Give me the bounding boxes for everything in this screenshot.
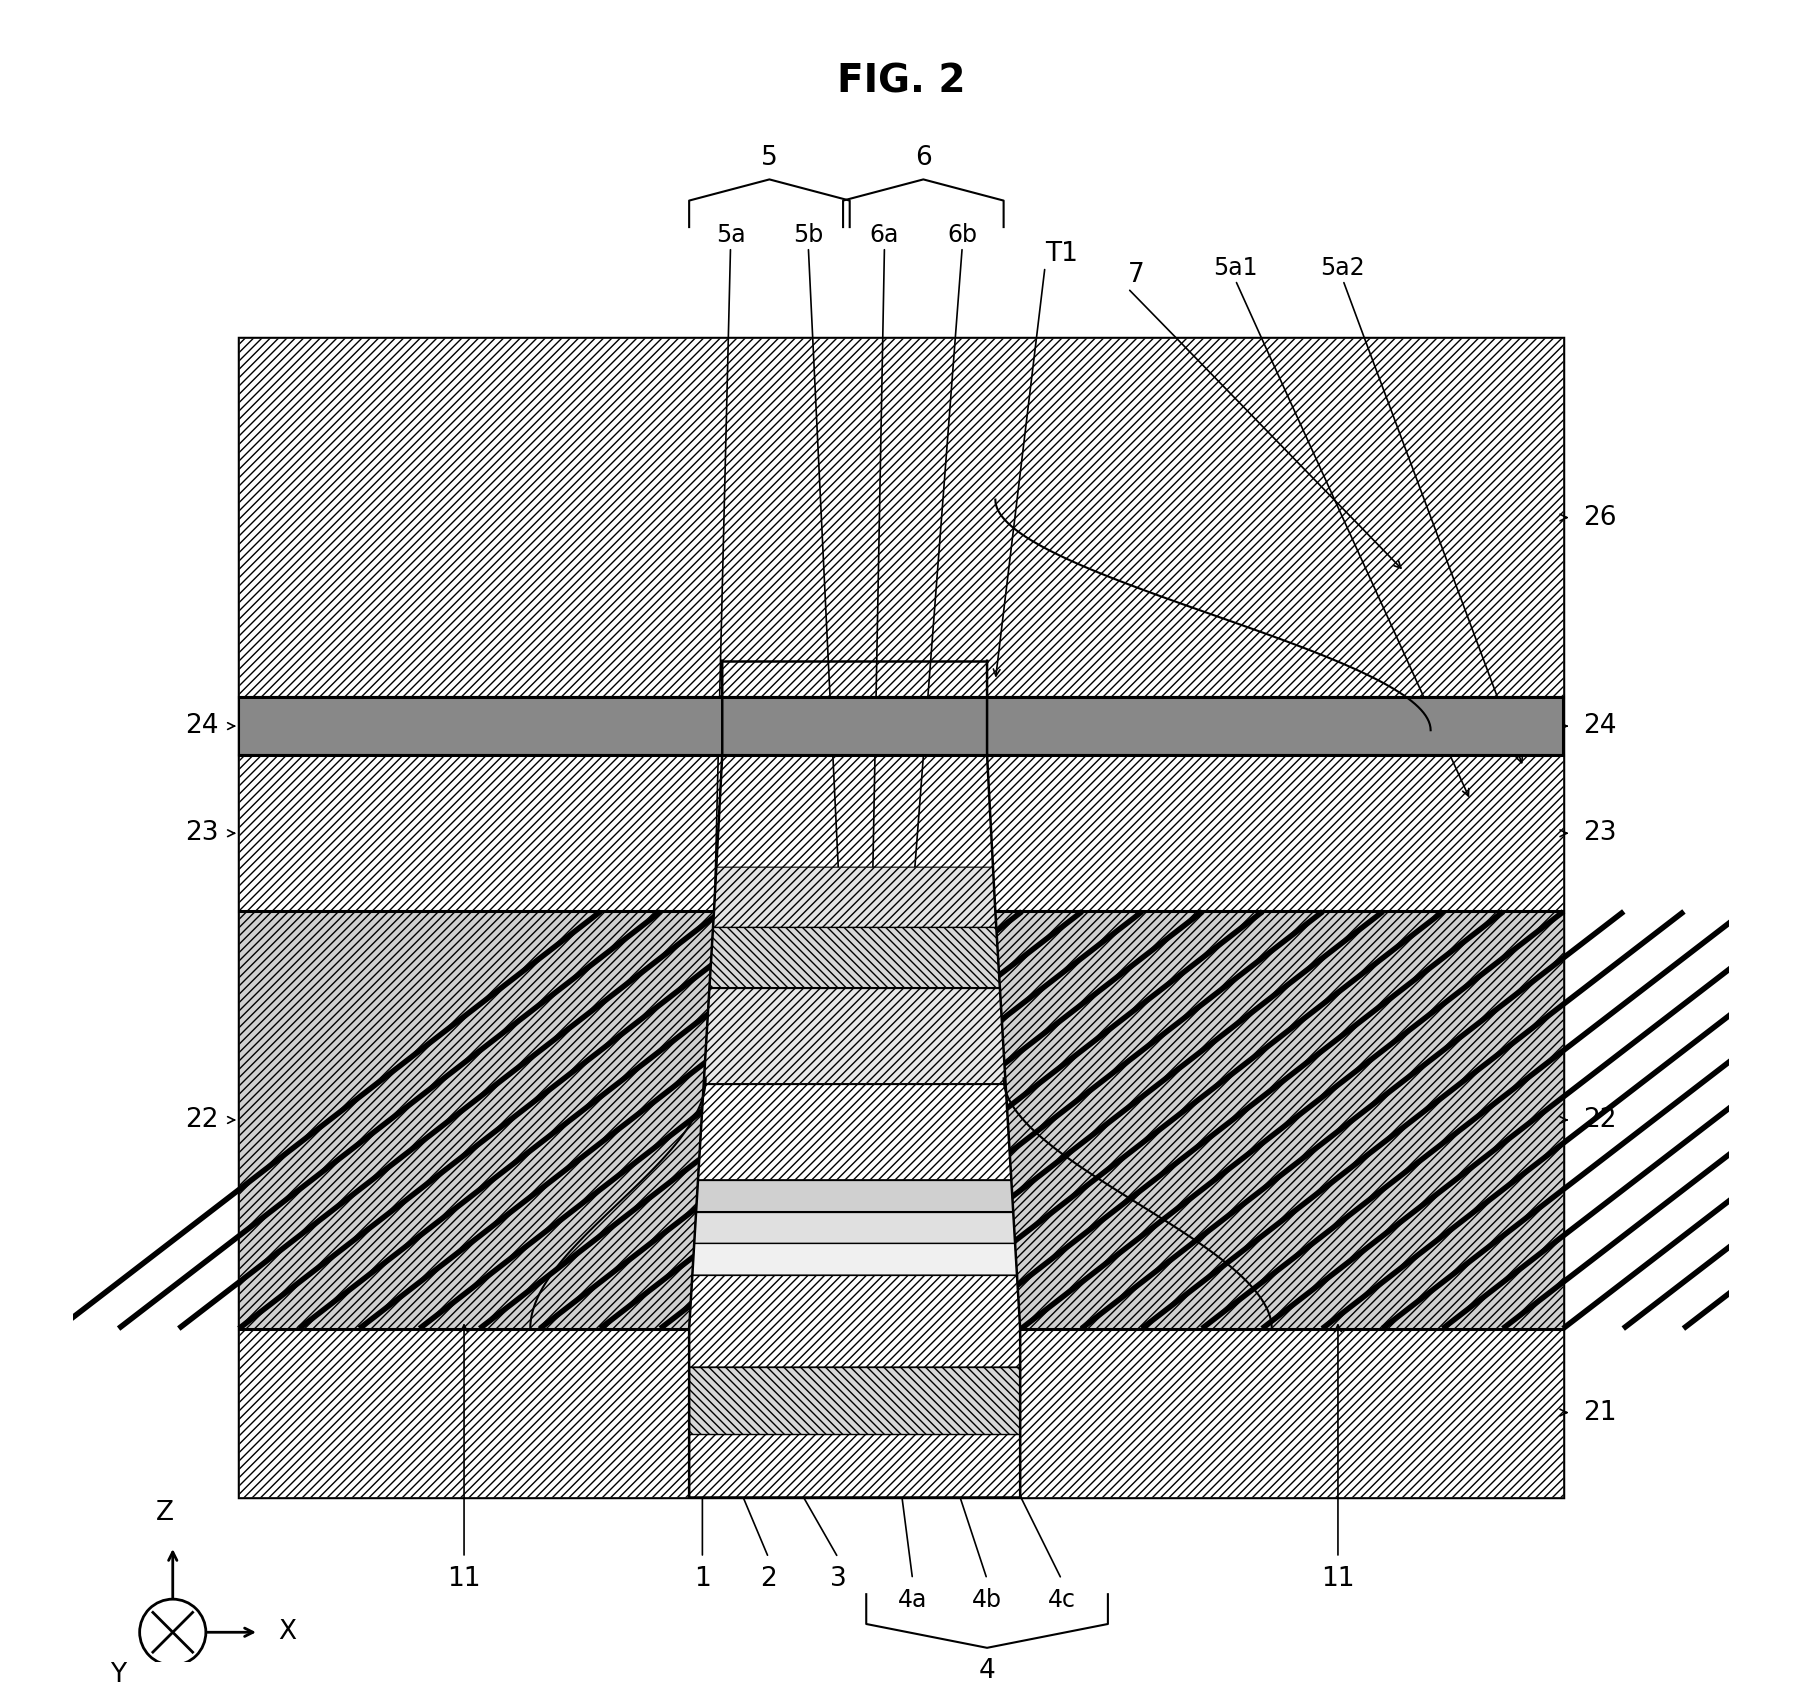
Bar [240, 337, 1562, 1497]
Text: 1: 1 [694, 1566, 710, 1592]
Text: 6a: 6a [870, 224, 899, 247]
Bar [240, 754, 1562, 912]
Text: 5: 5 [760, 146, 778, 171]
Polygon shape [692, 1244, 1016, 1275]
Polygon shape [688, 1434, 1020, 1497]
Text: 4b: 4b [971, 1588, 1002, 1612]
Text: T1: T1 [1045, 241, 1078, 266]
Text: 6: 6 [915, 146, 932, 171]
Text: 4c: 4c [1047, 1588, 1076, 1612]
Text: 11: 11 [1321, 1566, 1355, 1592]
Text: 22: 22 [1582, 1107, 1616, 1132]
Text: 4a: 4a [897, 1588, 928, 1612]
Polygon shape [694, 1212, 1015, 1244]
Text: 23: 23 [186, 820, 220, 846]
Text: 24: 24 [1582, 714, 1616, 739]
Text: 5b: 5b [793, 224, 824, 247]
Text: 5a1: 5a1 [1213, 256, 1258, 280]
Polygon shape [688, 1366, 1020, 1434]
Text: FIG. 2: FIG. 2 [836, 63, 966, 100]
Circle shape [139, 1598, 205, 1666]
Text: 5a: 5a [715, 224, 746, 247]
Bar [240, 337, 1562, 697]
Polygon shape [710, 927, 1000, 988]
Polygon shape [688, 1275, 1020, 1366]
Text: 2: 2 [760, 1566, 777, 1592]
Text: Z: Z [155, 1500, 173, 1526]
Text: 6b: 6b [948, 224, 977, 247]
Polygon shape [705, 988, 1006, 1083]
Text: 24: 24 [186, 714, 220, 739]
Text: 23: 23 [1582, 820, 1616, 846]
Text: Y: Y [110, 1663, 126, 1688]
Text: X: X [279, 1619, 297, 1646]
Text: 3: 3 [829, 1566, 847, 1592]
Bar [240, 1329, 1562, 1497]
Text: 7: 7 [1128, 263, 1144, 288]
Text: 26: 26 [1582, 505, 1616, 531]
Bar [240, 697, 1562, 754]
Text: 4: 4 [978, 1658, 995, 1683]
Polygon shape [696, 1180, 1013, 1212]
Text: 11: 11 [447, 1566, 481, 1592]
Polygon shape [697, 1083, 1011, 1180]
Polygon shape [714, 868, 997, 927]
Bar [240, 912, 1562, 1329]
Text: 22: 22 [186, 1107, 220, 1132]
Text: 21: 21 [1582, 1400, 1616, 1425]
Text: 5a2: 5a2 [1321, 256, 1366, 280]
